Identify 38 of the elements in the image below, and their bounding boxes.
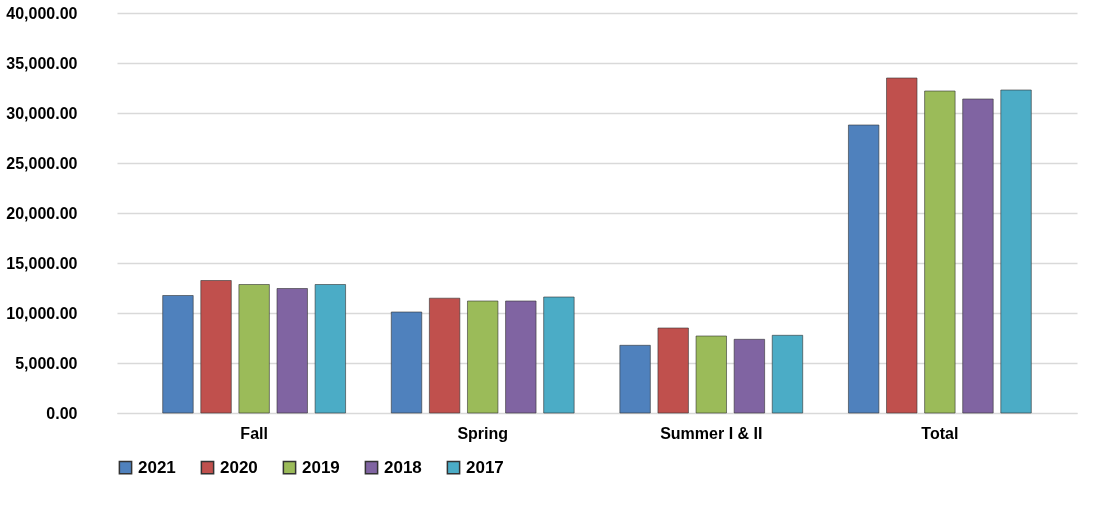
y-tick-label: 15,000.00 [6, 254, 78, 272]
legend-label: 2021 [138, 457, 176, 477]
y-tick-label: 25,000.00 [6, 154, 78, 172]
y-tick-label: 40,000.00 [6, 4, 78, 22]
bar [314, 284, 346, 414]
bar [619, 345, 651, 414]
y-tick-label: 10,000.00 [6, 304, 78, 322]
x-tick-label: Fall [240, 424, 268, 442]
y-tick-label: 30,000.00 [6, 104, 78, 122]
legend-label: 2017 [466, 457, 504, 477]
bar [390, 311, 423, 414]
y-tick-label: 35,000.00 [6, 54, 78, 72]
legend-label: 2018 [384, 457, 422, 477]
bar [924, 90, 956, 414]
bar [162, 295, 194, 414]
bar [276, 288, 308, 414]
bar [543, 296, 575, 414]
bar [733, 339, 765, 414]
bar [1000, 89, 1032, 414]
x-tick-label: Total [921, 424, 959, 442]
y-tick-label: 20,000.00 [6, 204, 78, 222]
legend-label: 2019 [302, 457, 340, 477]
bar [657, 327, 689, 414]
bar [429, 297, 461, 414]
bar [238, 284, 270, 414]
y-tick-label: 5,000.00 [15, 354, 78, 372]
bar [505, 300, 537, 414]
x-tick-label: Summer I & II [660, 424, 763, 442]
bar [467, 300, 499, 414]
x-tick-label: Spring [457, 424, 509, 442]
bar [848, 124, 880, 414]
bar [886, 77, 918, 414]
bar [695, 335, 727, 414]
legend-label: 2020 [220, 457, 258, 477]
bar [771, 335, 804, 414]
bar [200, 280, 232, 414]
y-tick-label: 0.00 [46, 404, 78, 422]
bar [962, 98, 994, 414]
